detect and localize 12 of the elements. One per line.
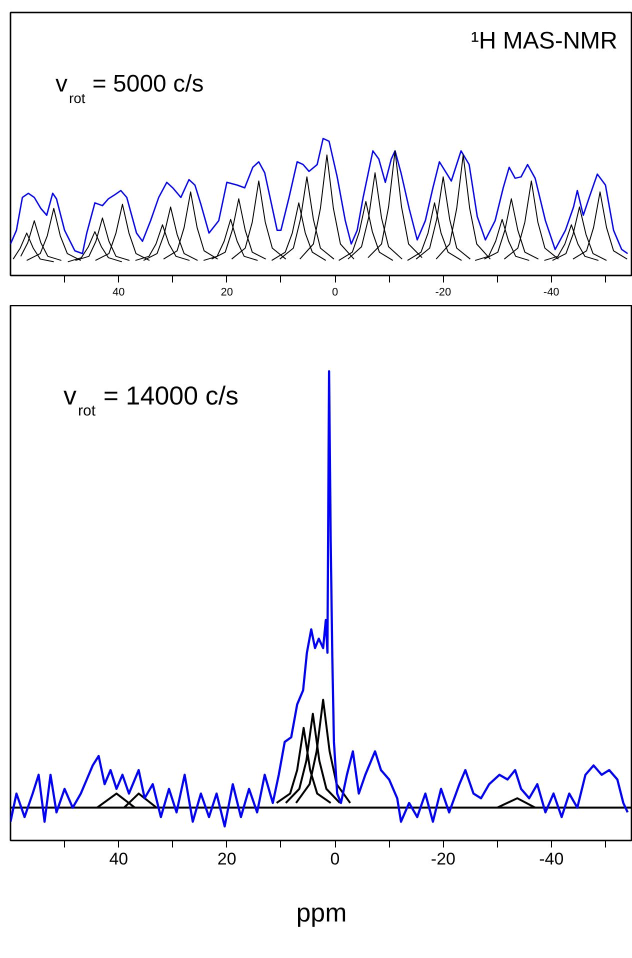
x-tick-label: -40 xyxy=(543,286,560,298)
x-tick-label: -20 xyxy=(435,286,452,298)
x-axis-title: ppm xyxy=(296,898,347,928)
chart-title: ¹H MAS-NMR xyxy=(470,28,618,54)
x-tick-label: 20 xyxy=(217,850,236,868)
x-tick-label: 40 xyxy=(109,850,128,868)
x-tick-label: -40 xyxy=(539,850,564,868)
x-tick-label: 0 xyxy=(330,850,340,868)
x-tick-label: 20 xyxy=(220,286,233,298)
x-tick-label: -20 xyxy=(430,850,456,868)
x-tick-label: 40 xyxy=(112,286,125,298)
x-tick-label: 0 xyxy=(332,286,338,298)
